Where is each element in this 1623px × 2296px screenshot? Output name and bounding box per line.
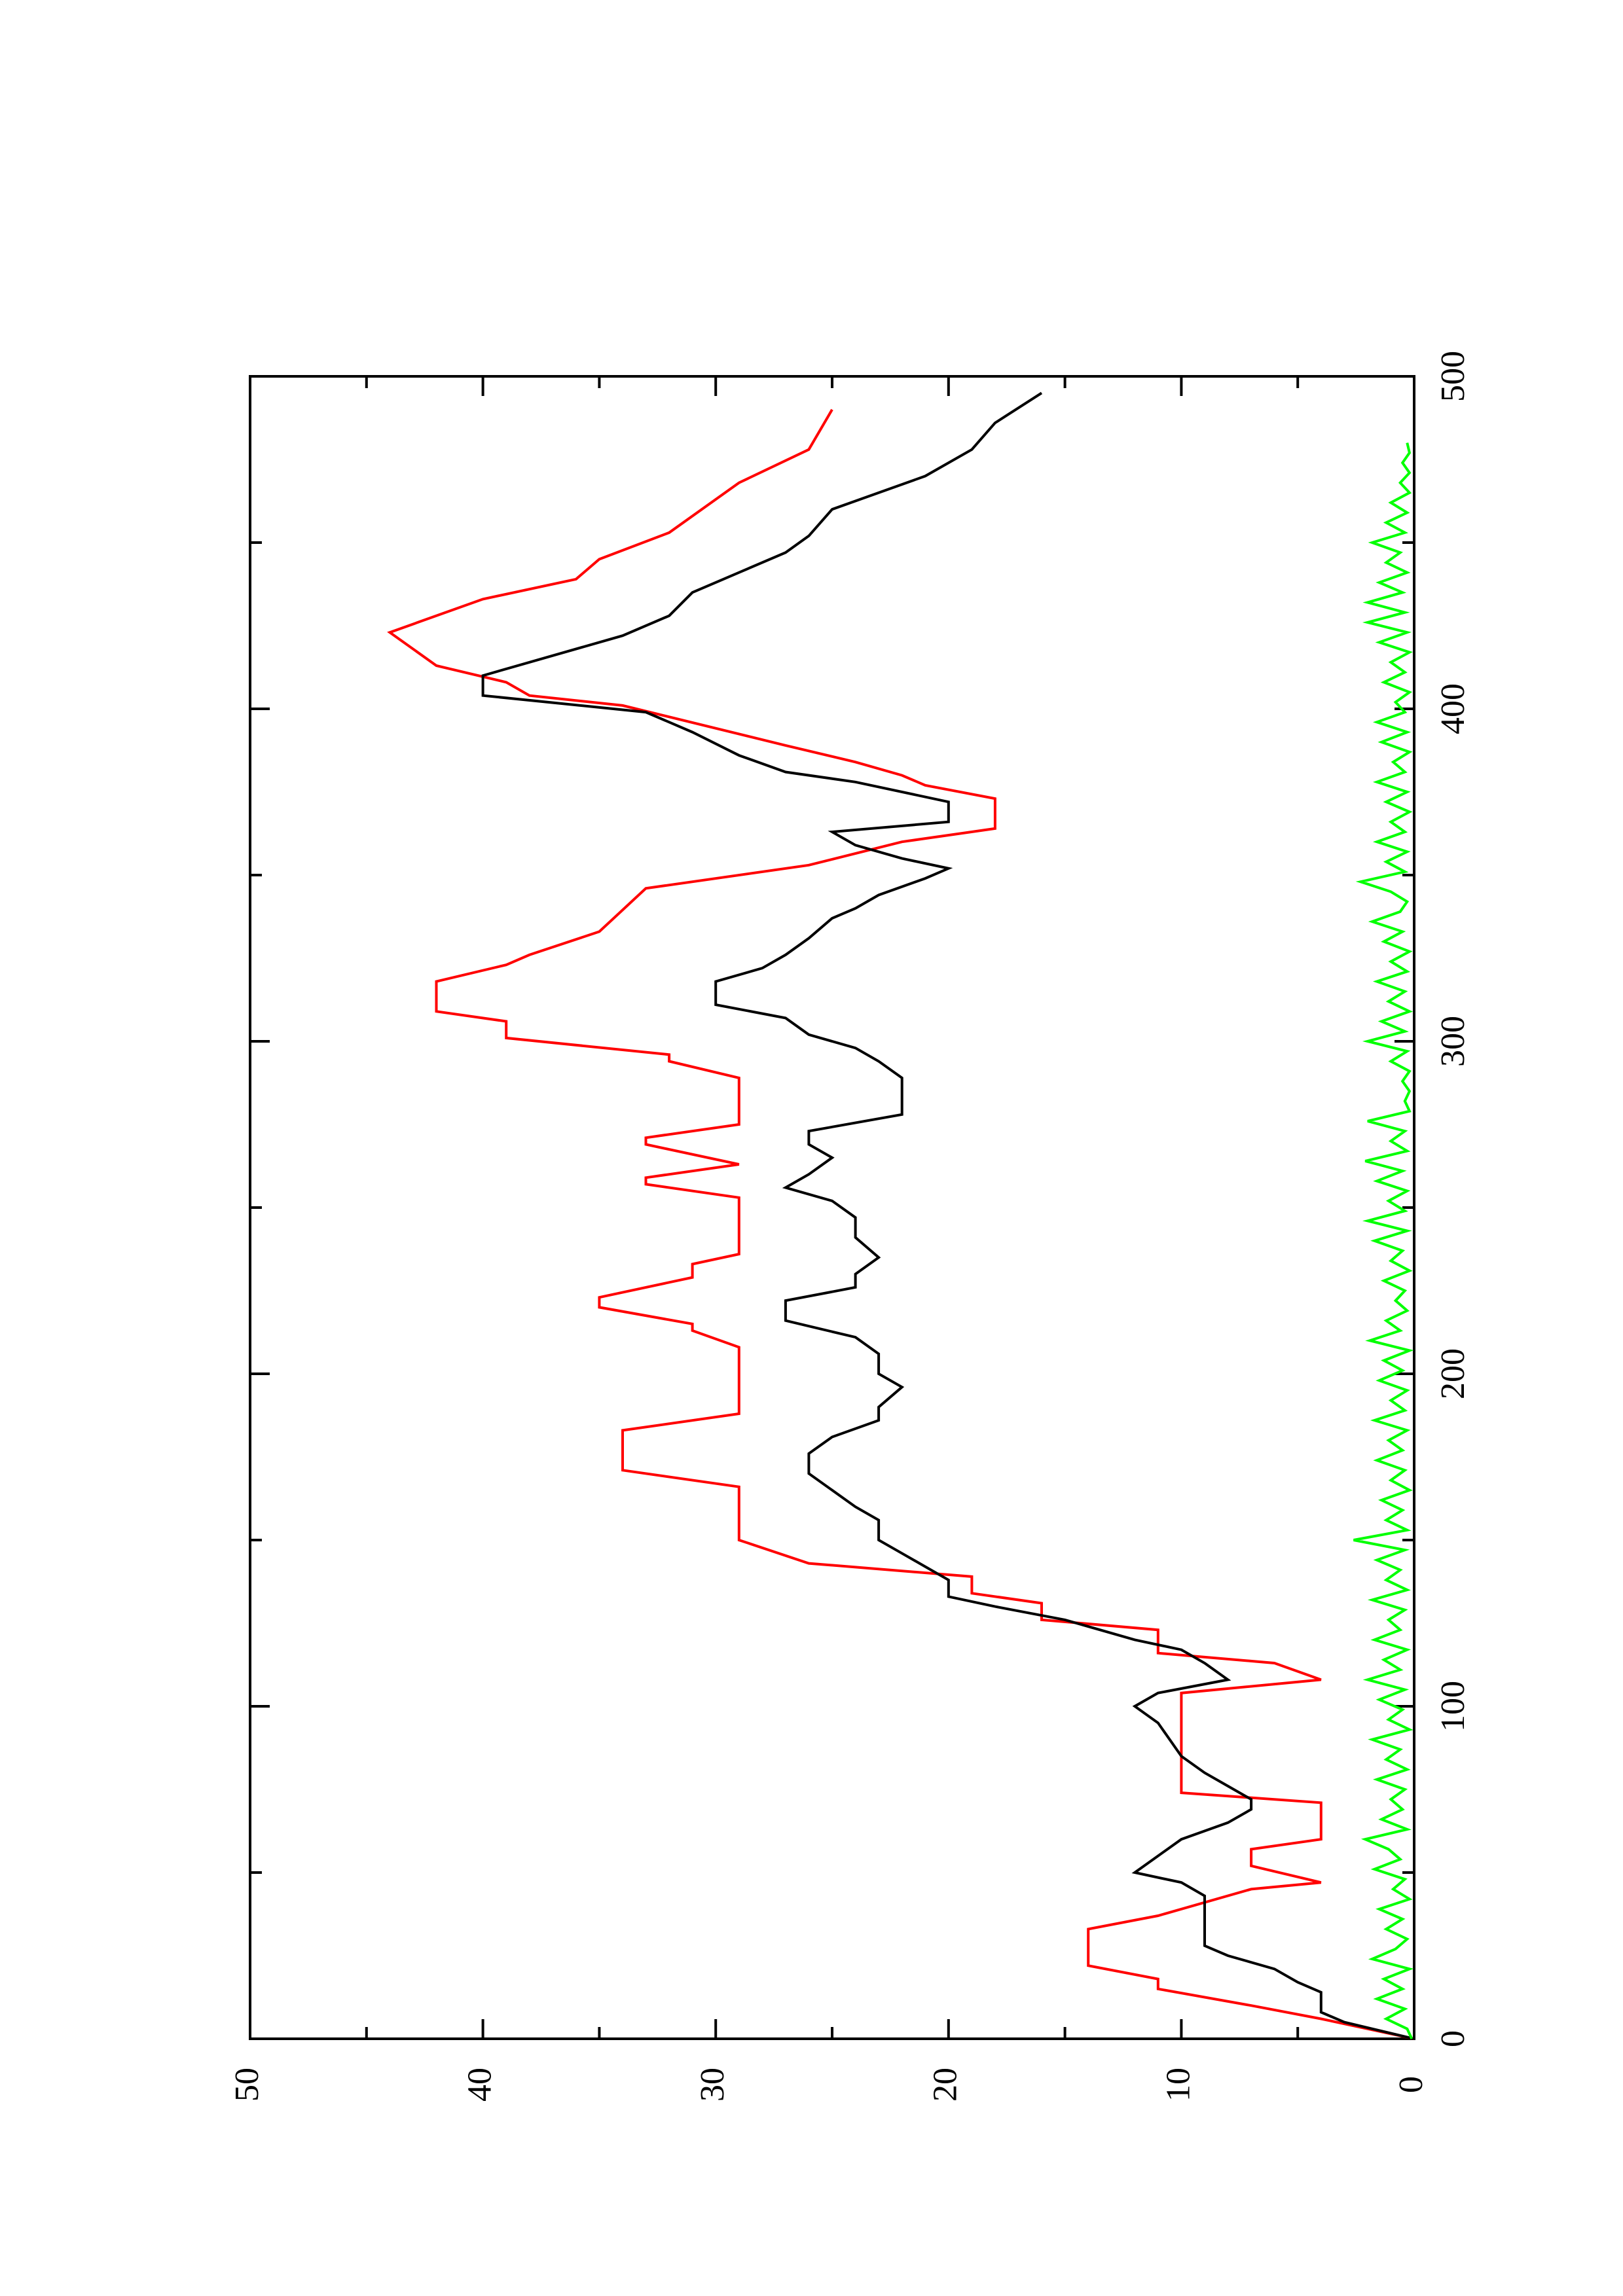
data-series [387,391,1415,2040]
y-tick-label: 40 [462,2068,499,2102]
x-tick-label: 200 [1434,1348,1472,1399]
y-tick-label: 50 [228,2068,266,2102]
x-tick-label: 400 [1434,683,1472,734]
y-tick-label: 20 [927,2068,964,2102]
x-tick-label: 300 [1434,1016,1472,1067]
x-tick-label: 500 [1434,351,1472,402]
series-line-0 [387,408,1415,2040]
axis-tick-labels: 0 100 200 300 400 500 0 10 20 30 40 50 [228,351,1472,2102]
y-tick-label: 10 [1159,2068,1197,2102]
x-tick-label: 0 [1434,2030,1472,2047]
x-tick-label: 100 [1434,1681,1472,1732]
series-line-1 [481,391,1415,2040]
y-tick-label: 0 [1393,2076,1430,2093]
series-line-2 [1353,442,1414,2039]
axis-ticks [249,375,1415,2040]
plot-frame [249,375,1415,2040]
y-tick-label: 30 [694,2068,731,2102]
